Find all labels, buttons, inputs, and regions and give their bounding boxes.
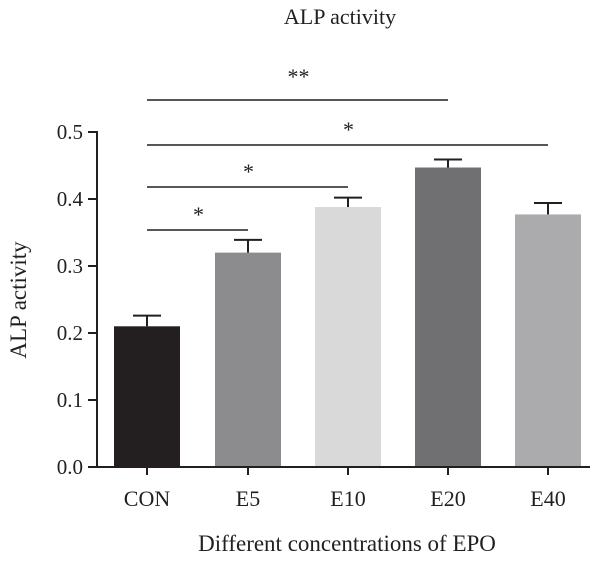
x-axis-label: Different concentrations of EPO xyxy=(198,531,496,556)
bar-e10 xyxy=(315,207,381,468)
chart-title: ALP activity xyxy=(284,4,396,29)
bars-group xyxy=(114,167,581,468)
significance-marker-e10: * xyxy=(243,159,254,184)
x-tick-label-con: CON xyxy=(124,486,171,511)
y-tick-label: 0.2 xyxy=(57,321,83,345)
x-tick-label-e40: E40 xyxy=(530,486,565,511)
x-axis: CON E5 E10 E20 E40 xyxy=(97,466,590,511)
error-bars-group xyxy=(133,158,562,327)
bar-e5 xyxy=(215,252,281,467)
significance-marker-e20: ** xyxy=(288,64,310,89)
bar-e40 xyxy=(515,214,581,467)
significance-brackets: ***** xyxy=(147,64,548,231)
y-tick-label: 0.0 xyxy=(57,455,83,479)
y-tick-label: 0.5 xyxy=(57,120,83,144)
bar-con xyxy=(114,326,180,467)
bar-e20 xyxy=(415,167,481,467)
significance-marker-e5: * xyxy=(193,202,204,227)
x-tick-label-e5: E5 xyxy=(236,486,260,511)
y-axis: 0.0 0.1 0.2 0.3 0.4 0.5 xyxy=(57,120,98,479)
y-tick-label: 0.4 xyxy=(57,187,84,211)
y-tick-label: 0.1 xyxy=(57,388,83,412)
x-tick-label-e20: E20 xyxy=(430,486,465,511)
y-axis-label: ALP activity xyxy=(6,241,31,359)
significance-marker-e40: * xyxy=(343,117,354,142)
y-tick-label: 0.3 xyxy=(57,254,83,278)
x-tick-label-e10: E10 xyxy=(330,486,365,511)
